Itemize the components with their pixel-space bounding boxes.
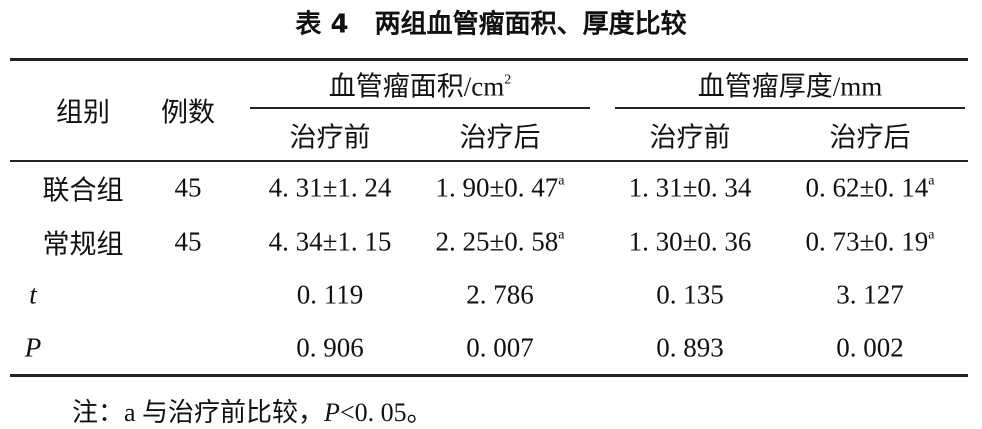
cell-text: 1. 31±0. 34 (628, 172, 752, 203)
cell-text: 0. 62±0. 14 (805, 172, 929, 203)
header-cell: 治疗前 (650, 116, 731, 155)
cell-text: 45 (174, 226, 202, 257)
header-text: 血管瘤厚度/mm (697, 71, 883, 102)
header-text: 例数 (161, 97, 215, 128)
note: 注：a 与治疗前比较，P<0. 05。 (72, 392, 433, 429)
superscript: a (928, 227, 935, 243)
table-cell: 4. 31±1. 24 (269, 173, 392, 204)
table-cell: 2. 25±0. 58a (435, 227, 564, 258)
table-cell: 0. 893 (656, 333, 724, 364)
table-cell: 4. 34±1. 15 (269, 227, 392, 258)
superscript: a (928, 173, 935, 189)
table-cell: 0. 119 (297, 280, 364, 311)
table-cell: 0. 62±0. 14a (805, 173, 934, 204)
cell-text: 0. 893 (656, 332, 724, 363)
table-cell: 0. 002 (836, 333, 904, 364)
note-text: P (324, 398, 340, 427)
cell-text: 2. 25±0. 58 (435, 226, 559, 257)
row-label-text: t (29, 279, 37, 310)
header-cell: 治疗后 (460, 116, 541, 155)
row-label-text: 常规组 (42, 229, 124, 260)
row-label-text: 联合组 (42, 175, 124, 206)
top-rule (10, 58, 968, 61)
cell-text: 2. 786 (466, 279, 534, 310)
cell-text: 0. 906 (296, 332, 364, 363)
header-cell: 治疗后 (830, 116, 911, 155)
superscript: a (558, 227, 565, 243)
cell-text: 1. 90±0. 47 (435, 172, 559, 203)
cell-text: 0. 007 (466, 332, 534, 363)
cell-text: 0. 73±0. 19 (805, 226, 929, 257)
header-cell: 治疗前 (290, 116, 371, 155)
table-cell: 1. 90±0. 47a (435, 173, 564, 204)
table-cell: 0. 73±0. 19a (805, 227, 934, 258)
bottom-rule (10, 374, 968, 377)
header-text: 组别 (56, 97, 110, 128)
table-cell: 45 (175, 227, 202, 258)
table-cell: 0. 135 (656, 280, 724, 311)
table-title: 表 4 两组血管瘤面积、厚度比较 (295, 9, 687, 40)
cell-text: 4. 34±1. 15 (268, 226, 392, 257)
cell-text: 血管瘤面积/cm (328, 71, 505, 102)
header-text: 治疗前 (289, 122, 371, 153)
header-cell: 例数 (161, 91, 215, 130)
row-label-text: P (24, 332, 42, 363)
note-text: <0. 05。 (339, 398, 433, 427)
table-cell: 1. 31±0. 34 (629, 173, 752, 204)
table-cell: 45 (175, 173, 202, 204)
cell-text: 1. 30±0. 36 (628, 226, 752, 257)
note-text: 注：a 与治疗前比较， (72, 398, 325, 427)
cell-text: 0. 119 (296, 279, 364, 310)
header-text: 治疗前 (649, 122, 731, 153)
superscript: a (558, 173, 565, 189)
header-text: 治疗后 (829, 122, 911, 153)
cell-text: 3. 127 (836, 279, 904, 310)
table-cell: 3. 127 (836, 280, 904, 311)
table-cell: 1. 30±0. 36 (629, 227, 752, 258)
cell-text: 45 (174, 172, 202, 203)
cell-text: 4. 31±1. 24 (268, 172, 392, 203)
header-rule (10, 160, 968, 162)
group-rule (615, 107, 965, 109)
superscript: 2 (504, 72, 512, 88)
row-label: t (29, 280, 37, 311)
header-text: 治疗后 (459, 122, 541, 153)
table-cell: 0. 906 (296, 333, 364, 364)
header-cell: 血管瘤面积/cm2 (329, 65, 512, 104)
header-cell: 组别 (56, 91, 110, 130)
row-label: P (25, 333, 42, 364)
table-cell: 2. 786 (466, 280, 534, 311)
table-cell: 0. 007 (466, 333, 534, 364)
cell-text: 0. 135 (656, 279, 724, 310)
cell-text: 0. 002 (836, 332, 904, 363)
header-cell: 血管瘤厚度/mm (698, 65, 883, 104)
group-rule (250, 107, 590, 109)
row-label: 联合组 (43, 169, 124, 208)
row-label: 常规组 (43, 223, 124, 262)
